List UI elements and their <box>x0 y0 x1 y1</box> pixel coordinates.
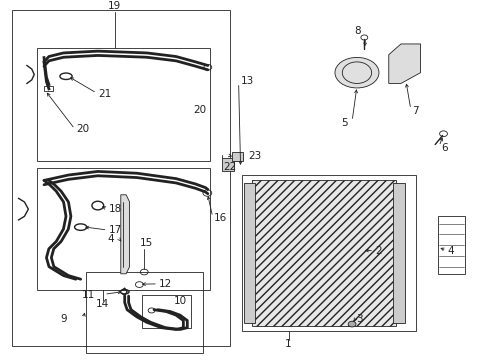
Bar <box>12 10 229 346</box>
Text: 18: 18 <box>108 204 122 214</box>
Text: 1: 1 <box>285 339 291 349</box>
Bar <box>242 175 415 331</box>
FancyBboxPatch shape <box>392 183 405 323</box>
Bar <box>85 272 203 353</box>
Text: 17: 17 <box>108 225 122 235</box>
Bar <box>142 295 190 328</box>
Bar <box>222 158 233 171</box>
Text: 4: 4 <box>447 246 453 256</box>
Text: 19: 19 <box>108 1 122 11</box>
Bar <box>232 152 243 161</box>
Text: 11: 11 <box>82 290 95 300</box>
Text: 5: 5 <box>341 118 347 128</box>
Text: 23: 23 <box>247 151 261 161</box>
Polygon shape <box>121 195 129 274</box>
Bar <box>437 216 464 274</box>
Text: 16: 16 <box>213 213 226 223</box>
Text: 20: 20 <box>193 105 206 116</box>
Bar <box>44 86 53 91</box>
Text: 4: 4 <box>107 234 114 244</box>
FancyBboxPatch shape <box>243 183 255 323</box>
Polygon shape <box>388 44 420 84</box>
Text: 3: 3 <box>356 314 363 324</box>
Text: 9: 9 <box>60 314 67 324</box>
Text: 6: 6 <box>440 143 447 153</box>
Text: 22: 22 <box>223 162 236 172</box>
Text: 2: 2 <box>375 246 382 256</box>
Bar <box>37 48 210 161</box>
Text: 10: 10 <box>173 296 186 306</box>
Text: 15: 15 <box>139 238 152 248</box>
Text: 12: 12 <box>159 279 172 289</box>
Bar <box>251 180 395 326</box>
Circle shape <box>347 321 355 327</box>
Text: 13: 13 <box>241 76 254 86</box>
Bar <box>37 168 210 290</box>
Text: 21: 21 <box>98 89 111 99</box>
Text: 7: 7 <box>411 106 418 116</box>
Text: 8: 8 <box>354 26 361 36</box>
Ellipse shape <box>334 57 378 88</box>
Text: 14: 14 <box>96 299 109 309</box>
Text: 20: 20 <box>76 125 89 134</box>
